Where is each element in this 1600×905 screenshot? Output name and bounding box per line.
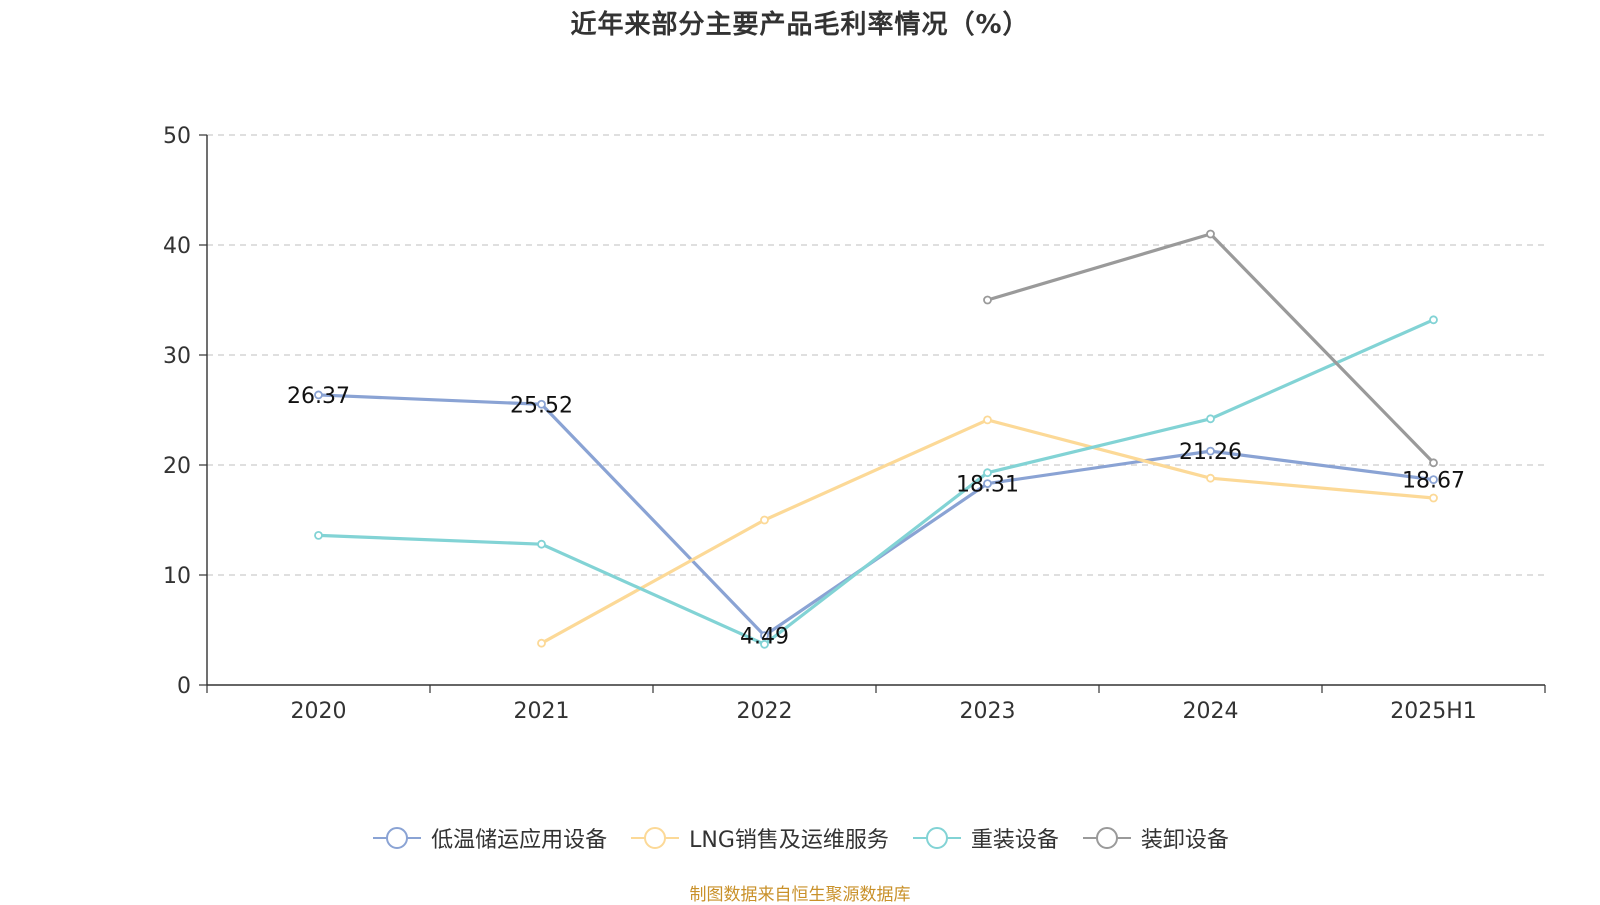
x-tick-label: 2021: [514, 699, 570, 724]
x-tick-label: 2024: [1183, 699, 1239, 724]
data-point: [1206, 473, 1215, 483]
chart-title: 近年来部分主要产品毛利率情况（%）: [570, 10, 1030, 40]
legend-item[interactable]: 低温储运应用设备: [371, 822, 607, 854]
legend-label: 装卸设备: [1140, 828, 1229, 853]
legend-circle: [925, 827, 948, 849]
legend-marker-icon: [1082, 827, 1131, 849]
legend-item[interactable]: 装卸设备: [1081, 822, 1229, 854]
data-point: [983, 468, 992, 478]
grid-lines: [207, 134, 1545, 576]
y-tick-label: 0: [177, 674, 191, 699]
y-tick-label: 50: [163, 124, 191, 149]
y-tick-label: 40: [163, 234, 191, 259]
legend-marker-icon: [912, 827, 961, 849]
data-point: [314, 390, 323, 400]
data-label: 21.26: [1179, 440, 1242, 465]
x-tick-label: 2025H1: [1390, 699, 1477, 724]
source-note: 制图数据来自恒生聚源数据库: [689, 885, 911, 905]
series-line: [318, 318, 1435, 646]
legend-circle: [644, 827, 667, 849]
legend-label: 重装设备: [970, 828, 1059, 853]
data-point: [1429, 458, 1438, 468]
legend-marker-icon: [631, 827, 680, 849]
data-label: 26.37: [287, 384, 350, 409]
legend-label: 低温储运应用设备: [431, 828, 608, 853]
data-point: [537, 539, 546, 549]
x-tick-label: 2020: [291, 699, 347, 724]
x-tick-label: 2022: [737, 699, 793, 724]
data-point: [1429, 315, 1438, 325]
legend-label: LNG销售及运维服务: [689, 828, 889, 853]
legend: 低温储运应用设备 LNG销售及运维服务 重装设备 装卸设备: [0, 822, 1600, 854]
legend-item[interactable]: 重装设备: [911, 822, 1059, 854]
axes: 0 10 20 30 40 50 2020 2021 2022 2023 2024 2025H1: [163, 124, 1546, 724]
y-tick-label: 20: [163, 454, 191, 479]
x-tick-label: 2023: [960, 699, 1016, 724]
data-labels: 26.37 25.52 4.49 18.31 21.26 18.67: [287, 384, 1465, 650]
data-point: [1206, 229, 1215, 239]
legend-circle: [1095, 827, 1118, 849]
data-point: [760, 515, 769, 525]
data-point: [537, 399, 546, 409]
data-point: [1429, 493, 1438, 503]
series-lines: [314, 229, 1438, 649]
data-point: [760, 639, 769, 649]
legend-circle: [386, 827, 409, 849]
data-label: 4.49: [740, 625, 789, 650]
data-point: [760, 631, 769, 641]
data-label: 18.31: [956, 473, 1019, 498]
y-tick-label: 30: [163, 344, 191, 369]
legend-marker-icon: [373, 827, 422, 849]
data-point: [1206, 414, 1215, 424]
data-point: [983, 479, 992, 488]
data-label: 18.67: [1402, 469, 1465, 494]
data-point: [1206, 446, 1215, 456]
y-tick-label: 10: [163, 564, 191, 589]
data-point: [983, 415, 992, 425]
data-point: [983, 295, 992, 305]
legend-item[interactable]: LNG销售及运维服务: [629, 822, 889, 854]
data-point: [537, 638, 546, 648]
series-line: [540, 418, 1434, 645]
data-point: [1429, 475, 1438, 485]
data-point: [314, 531, 323, 540]
data-label: 25.52: [510, 393, 573, 418]
series-line: [318, 393, 1434, 638]
